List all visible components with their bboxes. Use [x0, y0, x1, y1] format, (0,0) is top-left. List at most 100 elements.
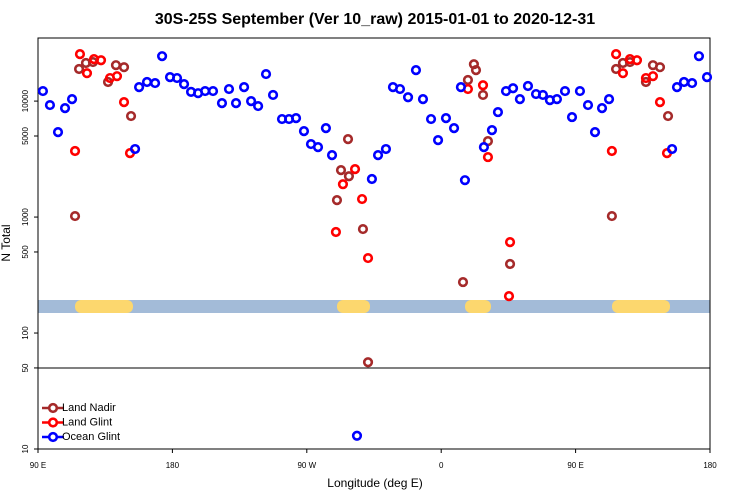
x-tick-label: 0	[439, 461, 444, 470]
point	[617, 68, 629, 79]
x-tick-label: 180	[166, 461, 180, 470]
point	[537, 89, 548, 101]
point	[110, 60, 122, 71]
point	[216, 98, 228, 109]
point	[118, 97, 130, 108]
point	[432, 134, 444, 146]
y-axis-title: N Total	[0, 224, 13, 261]
point	[486, 125, 498, 136]
land-band	[75, 300, 133, 313]
point	[470, 65, 482, 76]
point	[455, 82, 467, 93]
point	[357, 223, 369, 235]
land-band	[465, 300, 491, 313]
point	[482, 151, 494, 163]
point	[372, 150, 384, 161]
point	[507, 83, 519, 94]
point	[566, 111, 578, 123]
point	[459, 175, 471, 186]
point	[574, 85, 586, 97]
y-tick-label: 1000	[21, 208, 30, 226]
point	[610, 49, 622, 60]
point	[410, 65, 422, 76]
point	[141, 76, 153, 88]
point	[343, 171, 355, 182]
point	[701, 72, 713, 83]
point	[477, 89, 489, 101]
surface-band	[38, 300, 710, 313]
point	[66, 94, 78, 105]
point	[647, 71, 659, 82]
land-band	[612, 300, 670, 313]
point	[223, 83, 235, 95]
point	[394, 83, 406, 95]
y-tick-label: 100	[21, 326, 30, 340]
point	[492, 106, 504, 118]
point	[582, 99, 594, 111]
point	[260, 68, 272, 80]
point	[149, 77, 161, 89]
point	[156, 51, 168, 62]
point	[298, 126, 310, 137]
point	[362, 252, 374, 264]
point	[662, 110, 674, 122]
point	[603, 94, 615, 105]
point	[52, 127, 64, 138]
point	[349, 164, 361, 175]
point	[654, 62, 666, 73]
y-tick-label: 10	[21, 444, 30, 453]
point	[666, 143, 678, 155]
x-axis-title: Longitude (deg E)	[327, 476, 422, 490]
point	[478, 142, 490, 153]
point	[320, 122, 332, 134]
point	[640, 76, 652, 88]
x-tick-label: 180	[703, 461, 717, 470]
point	[133, 82, 145, 93]
point	[606, 210, 617, 222]
point	[402, 92, 414, 103]
legend-label: Land Nadir	[62, 402, 116, 414]
point	[693, 51, 705, 62]
point	[559, 85, 571, 97]
point	[606, 145, 617, 157]
point	[356, 193, 368, 205]
point	[111, 71, 123, 82]
point	[326, 150, 338, 161]
point	[74, 49, 86, 60]
legend-marker	[47, 402, 59, 414]
point	[425, 113, 437, 125]
plot-frame	[37, 37, 711, 450]
point	[267, 89, 279, 101]
point	[351, 430, 363, 441]
point	[678, 76, 690, 88]
x-tick-label: 90 E	[567, 461, 583, 470]
point	[335, 165, 347, 176]
point	[73, 63, 85, 75]
point	[610, 63, 622, 75]
point	[504, 237, 516, 248]
point	[330, 226, 342, 238]
point	[362, 357, 374, 368]
point	[514, 94, 525, 105]
point	[125, 110, 137, 122]
point	[457, 276, 469, 288]
point	[671, 82, 683, 93]
point	[551, 94, 563, 105]
point	[178, 79, 190, 90]
point	[380, 143, 392, 155]
point	[596, 103, 608, 114]
y-tick-label: 10000	[21, 89, 30, 112]
point	[207, 85, 219, 97]
point	[503, 291, 515, 302]
y-tick-label: 50	[21, 363, 30, 372]
point	[290, 113, 302, 124]
point	[342, 134, 354, 145]
chart-title: 30S-25S September (Ver 10_raw) 2015-01-0…	[155, 11, 595, 28]
point	[230, 98, 242, 109]
point	[200, 85, 211, 97]
point	[312, 142, 324, 153]
point	[245, 95, 257, 107]
x-tick-label: 90 E	[30, 461, 46, 470]
point	[448, 122, 460, 134]
